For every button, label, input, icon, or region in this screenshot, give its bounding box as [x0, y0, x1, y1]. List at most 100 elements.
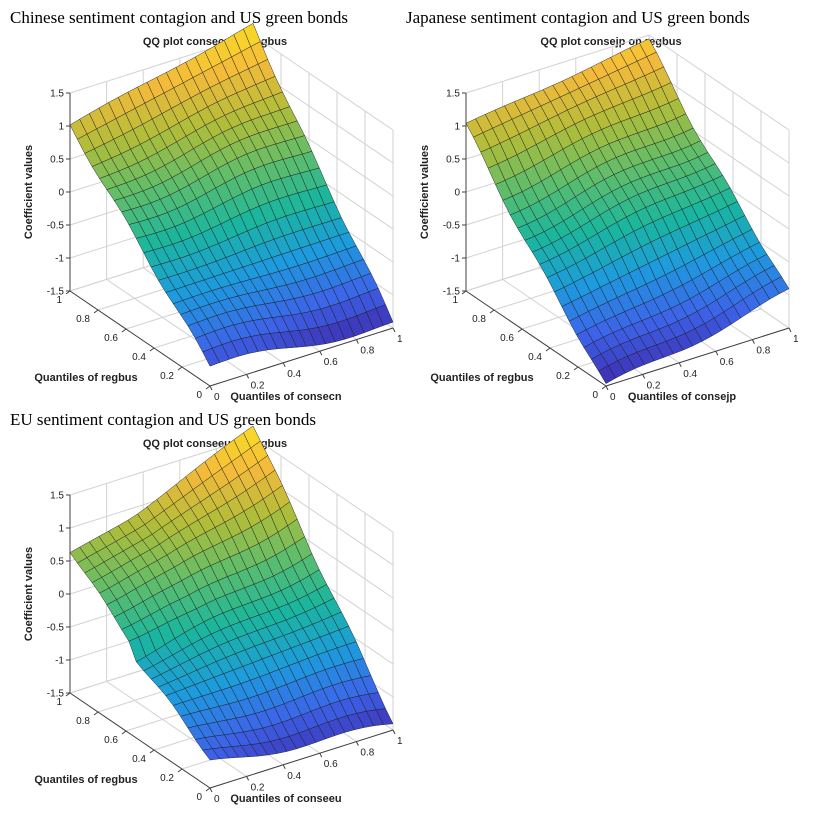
- x-tick-label: 0.8: [360, 748, 374, 759]
- grid-line: [106, 680, 247, 777]
- z-tick-label: 0.5: [50, 155, 64, 166]
- z-tick-label: -1.5: [443, 287, 461, 298]
- y-tick-label: 0.8: [76, 314, 90, 325]
- x-axis-title: Quantiles of consecn: [230, 391, 342, 403]
- y-tick-mark: [545, 347, 551, 352]
- y-axis-title: Quantiles of regbus: [430, 372, 533, 384]
- y-tick-label: 0.2: [160, 773, 174, 784]
- y-tick-mark: [121, 328, 127, 333]
- y-tick-label: 0.6: [104, 333, 118, 344]
- chart-panel-japanese: Japanese sentiment contagion and US gree…: [406, 8, 816, 416]
- z-tick-label: -1: [55, 254, 64, 265]
- x-tick-mark: [355, 741, 359, 746]
- y-tick-mark: [149, 749, 155, 754]
- x-tick-label: 0: [214, 794, 220, 805]
- y-tick-mark: [489, 309, 495, 314]
- y-tick-label: 0.4: [528, 352, 542, 363]
- y-axis-title: Quantiles of regbus: [34, 774, 137, 786]
- z-tick-label: 1: [58, 122, 64, 133]
- x-tick-mark: [678, 362, 682, 368]
- y-tick-label: 0.4: [132, 754, 146, 765]
- z-tick-label: 1.5: [50, 89, 64, 100]
- surface-mesh: [69, 425, 394, 761]
- x-axis-line: [605, 327, 790, 387]
- x-tick-mark: [642, 374, 646, 379]
- surface-mesh: [465, 38, 790, 384]
- x-tick-mark: [282, 362, 286, 368]
- chart-panel-chinese: Chinese sentiment contagion and US green…: [10, 8, 420, 416]
- x-tick-mark: [209, 787, 213, 793]
- x-tick-mark: [392, 729, 396, 735]
- y-tick-label: 0.6: [500, 333, 514, 344]
- y-tick-mark: [205, 385, 211, 390]
- y-tick-label: 1: [56, 295, 62, 306]
- x-axis-title: Quantiles of conseeu: [230, 793, 341, 805]
- z-tick-label: 1.5: [50, 491, 64, 502]
- x-tick-mark: [605, 385, 609, 391]
- y-tick-label: 1: [452, 295, 458, 306]
- x-tick-label: 1: [793, 334, 799, 345]
- surface-cell: [202, 748, 221, 761]
- y-tick-label: 0.8: [472, 314, 486, 325]
- y-tick-label: 0: [196, 390, 202, 401]
- z-tick-label: 0: [58, 590, 64, 601]
- panel-caption: Japanese sentiment contagion and US gree…: [406, 8, 750, 27]
- x-tick-mark: [392, 327, 396, 333]
- y-axis-title: Quantiles of regbus: [34, 372, 137, 384]
- x-tick-mark: [319, 350, 323, 356]
- y-tick-label: 0.2: [556, 371, 570, 382]
- x-axis-title: Quantiles of consejp: [628, 391, 736, 403]
- z-tick-label: -0.5: [47, 221, 65, 232]
- x-tick-mark: [209, 385, 213, 391]
- plot-title: QQ plot consejp on regbus: [540, 36, 681, 48]
- x-tick-mark: [751, 339, 755, 344]
- y-tick-label: 1: [56, 697, 62, 708]
- y-axis-line: [69, 692, 211, 789]
- x-tick-label: 0.6: [324, 759, 338, 770]
- x-tick-label: 0.2: [647, 380, 661, 391]
- z-tick-label: -1.5: [47, 689, 65, 700]
- z-tick-label: -1.5: [47, 287, 65, 298]
- x-tick-label: 1: [397, 736, 403, 747]
- x-tick-label: 0.4: [287, 771, 301, 782]
- z-tick-label: 1: [454, 122, 460, 133]
- y-tick-mark: [65, 290, 71, 295]
- surface-mesh: [69, 22, 394, 367]
- y-axis-line: [69, 290, 211, 387]
- surface-cell: [598, 365, 616, 384]
- y-tick-mark: [205, 787, 211, 792]
- x-tick-label: 0.4: [287, 369, 301, 380]
- z-tick-label: 0: [454, 188, 460, 199]
- z-tick-label: 0.5: [446, 155, 460, 166]
- x-tick-label: 0.2: [251, 782, 265, 793]
- chart-panel-eu: EU sentiment contagion and US green bond…: [10, 410, 420, 818]
- x-tick-label: 0.4: [683, 369, 697, 380]
- z-tick-label: 0.5: [50, 557, 64, 568]
- surface-plot-chinese: QQ plot consecn on regbus-1.5-1-0.500.51…: [23, 22, 403, 403]
- x-tick-label: 0.6: [720, 357, 734, 368]
- z-tick-label: -0.5: [47, 623, 65, 634]
- y-tick-mark: [573, 366, 579, 371]
- y-tick-mark: [65, 692, 71, 697]
- surface-plot-japanese: QQ plot consejp on regbus -1.5 -1 -0.5 0 0.5 1…: [419, 34, 799, 404]
- z-tick-label: 1.5: [446, 89, 460, 100]
- y-tick-mark: [177, 768, 183, 773]
- y-tick-mark: [177, 366, 183, 371]
- x-tick-label: 0.6: [324, 357, 338, 368]
- y-tick-label: 0: [196, 792, 202, 803]
- x-axis-line: [209, 327, 394, 387]
- x-tick-mark: [715, 350, 719, 356]
- x-tick-mark: [355, 339, 359, 344]
- y-tick-label: 0: [592, 390, 598, 401]
- panel-caption: Chinese sentiment contagion and US green…: [10, 8, 349, 27]
- x-tick-mark: [246, 776, 250, 781]
- y-tick-label: 0.6: [104, 735, 118, 746]
- x-tick-mark: [319, 752, 323, 758]
- z-tick-label: -1: [451, 254, 460, 265]
- z-axis-title: Coefficient values: [23, 547, 35, 641]
- x-tick-mark: [282, 764, 286, 770]
- tick-labels: -1.5 -1 -0.5 0 0.5 1 1.5 0 0.2 0.4 0.6 0.8 1 0 0.2 0.4 0…: [443, 89, 799, 404]
- x-tick-mark: [788, 327, 792, 333]
- x-tick-label: 1: [397, 334, 403, 345]
- y-tick-mark: [517, 328, 523, 333]
